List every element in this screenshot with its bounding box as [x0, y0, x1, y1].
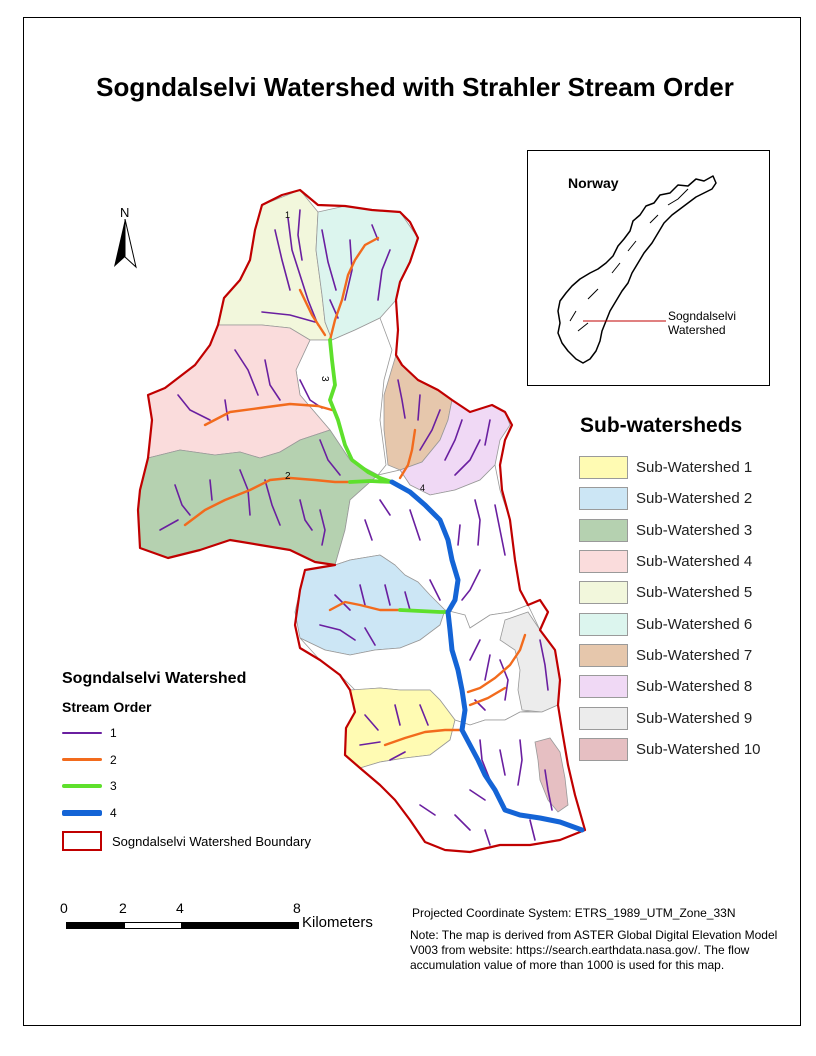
stream-order-line-symbol [62, 758, 102, 762]
subwatershed-label: Sub-Watershed 9 [636, 709, 753, 727]
scale-segment-2 [124, 922, 182, 929]
subwatershed-label: Sub-Watershed 3 [636, 521, 753, 539]
scale-segment-3 [181, 922, 299, 929]
stream-order-legend-item: 1 [62, 720, 117, 747]
stream-order-legend-item: 4 [62, 800, 117, 827]
boundary-legend-item: Sogndalselvi Watershed Boundary [62, 831, 311, 851]
inset-map: Norway Sogndalselvi Watershed [527, 150, 770, 386]
map-label-order-1: 1 [285, 210, 290, 220]
subwatershed-label: Sub-Watershed 10 [636, 740, 761, 758]
stream-legend-subtitle: Stream Order [62, 699, 152, 715]
north-arrow-icon [114, 219, 137, 269]
stream-order-label: 3 [110, 779, 117, 794]
subwatershed-label: Sub-Watershed 4 [636, 553, 753, 571]
subwatershed-legend-item: Sub-Watershed 10 [579, 734, 761, 765]
boundary-legend-label: Sogndalselvi Watershed Boundary [112, 833, 311, 849]
inset-title: Norway [568, 175, 619, 191]
scale-tick-8: 8 [293, 900, 301, 916]
stream-order-label: 2 [110, 752, 117, 767]
inset-watershed-label: Sogndalselvi Watershed [668, 309, 737, 337]
map-label-order-3: 3 [319, 376, 330, 382]
streams-order-1 [159, 209, 553, 846]
streams-order-4 [389, 479, 585, 833]
projection-text: Projected Coordinate System: ETRS_1989_U… [412, 906, 736, 920]
north-label: N [120, 205, 130, 220]
subwatershed-legend-item: Sub-Watershed 2 [579, 483, 761, 514]
source-note: Note: The map is derived from ASTER Glob… [410, 928, 778, 972]
subwatershed-swatch [579, 518, 628, 542]
stream-legend-title: Sogndalselvi Watershed [62, 670, 247, 687]
scale-tick-4: 4 [176, 900, 184, 916]
subwatersheds-legend: Sub-Watershed 1 Sub-Watershed 2 Sub-Waters… [579, 452, 761, 765]
subwatershed-legend-item: Sub-Watershed 5 [579, 577, 761, 608]
subwatershed-swatch [579, 581, 628, 605]
subwatershed-swatch [579, 456, 628, 480]
subwatershed-label: Sub-Watershed 1 [636, 459, 753, 477]
stream-order-legend: 1 2 3 4 [62, 720, 117, 826]
subwatershed-label: Sub-Watershed 6 [636, 615, 753, 633]
subwatershed-swatch [579, 550, 628, 574]
subwatershed-label: Sub-Watershed 5 [636, 584, 753, 602]
map-label-order-2: 2 [285, 471, 291, 482]
streams-order-3 [328, 338, 450, 614]
stream-order-line-symbol [62, 732, 102, 735]
subwatershed-swatch [579, 675, 628, 699]
boundary-swatch [62, 831, 102, 851]
stream-order-legend-item: 3 [62, 773, 117, 800]
stream-order-label: 4 [110, 805, 117, 820]
subwatershed-legend-item: Sub-Watershed 6 [579, 608, 761, 639]
subwatershed-swatch [579, 737, 628, 761]
subwatershed-swatch [579, 643, 628, 667]
scale-segment-1 [66, 922, 125, 929]
subwatershed-legend-item: Sub-Watershed 9 [579, 702, 761, 733]
map-label-order-4: 4 [420, 483, 425, 493]
scale-tick-2: 2 [119, 900, 127, 916]
subwatershed-legend-item: Sub-Watershed 8 [579, 671, 761, 702]
north-arrow: N [112, 205, 140, 269]
subwatershed-10 [534, 737, 569, 813]
subwatershed-swatch [579, 706, 628, 730]
map-title: Sogndalselvi Watershed with Strahler Str… [96, 72, 734, 102]
stream-order-legend-item: 2 [62, 747, 117, 774]
subwatershed-legend-item: Sub-Watershed 7 [579, 640, 761, 671]
stream-order-label: 1 [110, 726, 117, 741]
watershed-boundary [136, 188, 587, 854]
subwatershed-swatch [579, 487, 628, 511]
scale-bar: 0 2 4 8 Kilometers [56, 900, 396, 940]
subwatersheds-legend-title: Sub-watersheds [580, 414, 743, 437]
streams-order-2 [183, 236, 527, 747]
subwatershed-legend-item: Sub-Watershed 1 [579, 452, 761, 483]
subwatershed-legend-item: Sub-Watershed 4 [579, 546, 761, 577]
map-frame [23, 17, 801, 1026]
stream-order-line-symbol [62, 809, 102, 816]
subwatershed-label: Sub-Watershed 7 [636, 646, 753, 664]
scale-unit: Kilometers [302, 914, 373, 931]
subwatershed-swatch [579, 612, 628, 636]
subwatershed-label: Sub-Watershed 2 [636, 490, 753, 508]
subwatershed-polygons [137, 189, 586, 853]
subwatershed-legend-item: Sub-Watershed 3 [579, 515, 761, 546]
scale-tick-0: 0 [60, 900, 68, 916]
subwatershed-label: Sub-Watershed 8 [636, 678, 753, 696]
norway-outline [557, 175, 717, 364]
stream-order-line-symbol [62, 784, 102, 789]
